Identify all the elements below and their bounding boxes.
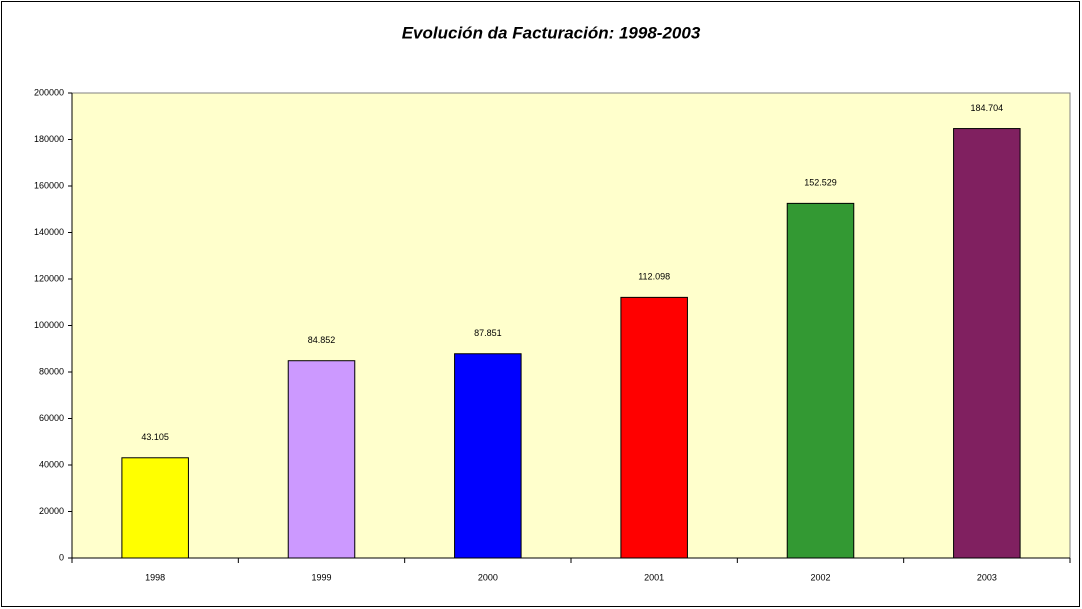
y-tick-label: 40000	[39, 459, 64, 469]
y-tick-label: 100000	[34, 320, 64, 330]
x-tick-label: 1999	[311, 572, 331, 582]
data-label: 43.105	[141, 432, 169, 442]
chart-title: Evolución da Facturación: 1998-2003	[402, 23, 701, 42]
data-label: 87.851	[474, 328, 502, 338]
y-tick-label: 140000	[34, 227, 64, 237]
data-label: 112.098	[638, 272, 670, 282]
bar	[121, 457, 189, 559]
y-tick-label: 120000	[34, 273, 64, 283]
y-tick-label: 160000	[34, 180, 64, 190]
data-label: 152.529	[804, 178, 837, 188]
x-tick-label: 2002	[810, 572, 830, 582]
bar	[786, 202, 855, 559]
plot-area	[71, 92, 1071, 559]
x-tick-label: 2000	[478, 572, 498, 582]
x-tick-label: 1998	[145, 572, 165, 582]
x-tick-label: 2003	[977, 572, 997, 582]
bar	[620, 296, 688, 559]
y-tick-label: 20000	[39, 506, 64, 516]
y-tick-label: 200000	[34, 87, 64, 97]
bar	[953, 128, 1021, 559]
y-tick-label: 80000	[39, 366, 64, 376]
data-label: 184.704	[971, 103, 1004, 113]
x-tick-label: 2001	[644, 572, 664, 582]
bar	[287, 360, 356, 559]
y-tick-label: 180000	[34, 134, 64, 144]
y-tick-label: 60000	[39, 413, 64, 423]
data-label: 84.852	[308, 335, 336, 345]
y-tick-label: 0	[59, 552, 64, 562]
bar	[454, 353, 522, 559]
